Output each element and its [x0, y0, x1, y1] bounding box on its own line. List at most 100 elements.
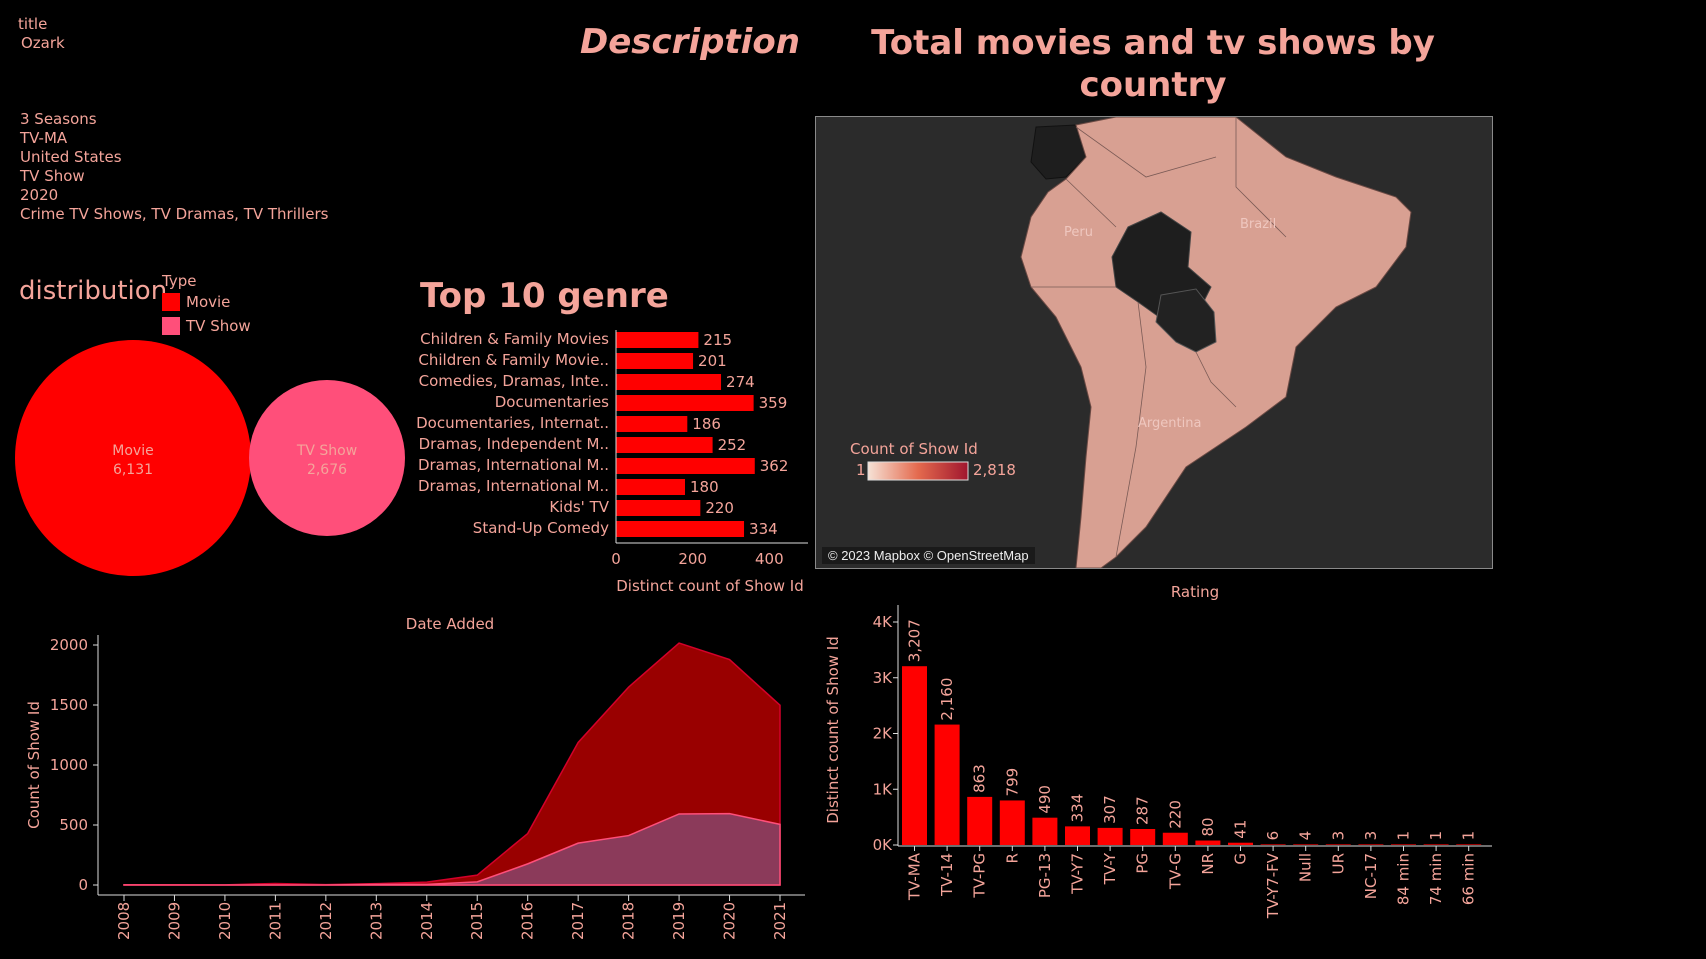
- rating-bar[interactable]: [1456, 844, 1482, 845]
- date-x-tick: 2013: [367, 902, 385, 940]
- map-svg[interactable]: Peru Brazil Argentina Count of Show Id 1…: [816, 117, 1492, 568]
- title-label: title: [18, 15, 48, 33]
- date-chart-title: Date Added: [406, 615, 494, 633]
- description-details: 3 Seasons TV-MA United States TV Show 20…: [20, 110, 328, 224]
- rating-bar[interactable]: [1423, 844, 1449, 845]
- date-y-tick: 2000: [50, 636, 88, 654]
- legend-swatch: [162, 293, 180, 311]
- rating-x-tick: PG-13: [1036, 853, 1054, 898]
- genre-category-label: Documentaries: [495, 393, 609, 411]
- rating-bar[interactable]: [1228, 842, 1253, 845]
- rating-value-label: 2,160: [938, 678, 956, 721]
- rating-x-tick: TV-Y7: [1069, 853, 1087, 895]
- genre-value-label: 274: [726, 373, 755, 391]
- legend-item-movie[interactable]: Movie: [162, 293, 251, 311]
- map-attribution[interactable]: © 2023 Mapbox © OpenStreetMap: [822, 547, 1035, 564]
- bubble-label: Movie: [112, 443, 153, 459]
- date-x-tick: 2017: [569, 902, 587, 940]
- genre-bar[interactable]: [616, 416, 688, 432]
- rating-bar[interactable]: [902, 666, 927, 845]
- genre-bar[interactable]: [616, 374, 722, 390]
- bubble-value: 6,131: [113, 462, 153, 478]
- rating-value-label: 1: [1460, 831, 1478, 841]
- title-value: Ozark: [21, 34, 65, 52]
- detail-line: 3 Seasons: [20, 110, 97, 128]
- genre-bar[interactable]: [616, 395, 754, 411]
- rating-x-tick: G: [1232, 853, 1250, 865]
- rating-x-tick: 84 min: [1395, 853, 1413, 905]
- genre-value-label: 252: [718, 436, 747, 454]
- detail-line: United States: [20, 148, 122, 166]
- rating-value-label: 3: [1362, 831, 1380, 841]
- bubble-movie[interactable]: [15, 340, 251, 576]
- distribution-title: distribution: [19, 276, 168, 306]
- rating-bar[interactable]: [1358, 844, 1384, 845]
- genre-value-label: 201: [698, 352, 727, 370]
- rating-bar[interactable]: [999, 800, 1025, 845]
- rating-bar-chart: Rating Distinct count of Show Id 0K 1K 2K 3K 4…: [824, 583, 1492, 919]
- legend-item-tvshow[interactable]: TV Show: [162, 317, 251, 335]
- genre-bar[interactable]: [616, 332, 699, 348]
- rating-bar[interactable]: [1162, 832, 1188, 845]
- genre-category-label: Dramas, International M..: [418, 456, 609, 474]
- bubble-tvshow[interactable]: [249, 380, 405, 536]
- genre-category-label: Stand-Up Comedy: [473, 519, 609, 537]
- bubble-chart: Movie 6,131 TV Show 2,676: [15, 340, 405, 576]
- date-y-tick: 500: [59, 816, 88, 834]
- rating-y-tick: 4K: [873, 613, 894, 631]
- description-panel: title Ozark: [18, 15, 65, 53]
- date-area-chart: Date Added Count of Show Id 0 500 1000 1500 20…: [25, 615, 805, 940]
- type-legend: Type Movie TV Show: [162, 272, 251, 335]
- date-x-tick: 2012: [317, 902, 335, 940]
- country-borders: [1031, 117, 1287, 558]
- rating-bar[interactable]: [967, 796, 993, 845]
- genre-category-label: Dramas, International M..: [418, 477, 609, 495]
- rating-value-label: 80: [1199, 817, 1217, 836]
- genre-bar[interactable]: [616, 437, 713, 453]
- rating-bar[interactable]: [1130, 828, 1156, 845]
- genre-bar[interactable]: [616, 353, 694, 369]
- rating-bar[interactable]: [1391, 844, 1416, 845]
- map-legend-max: 2,818: [973, 461, 1016, 479]
- genre-bar[interactable]: [616, 500, 701, 516]
- rating-bar[interactable]: [1260, 844, 1286, 845]
- rating-bar[interactable]: [1195, 840, 1221, 845]
- date-x-tick: 2009: [165, 902, 183, 940]
- country-map[interactable]: Peru Brazil Argentina Count of Show Id 1…: [815, 116, 1493, 569]
- genre-category-label: Children & Family Movie..: [418, 351, 609, 369]
- date-y-tick: 1000: [50, 756, 88, 774]
- map-legend-title: Count of Show Id: [850, 440, 978, 458]
- genre-x-tick: 0: [611, 550, 621, 568]
- rating-bar[interactable]: [934, 724, 960, 845]
- country-paraguay[interactable]: [1155, 288, 1217, 353]
- genre-bar[interactable]: [616, 479, 685, 495]
- genre-x-axis-label: Distinct count of Show Id: [616, 577, 804, 595]
- rating-bar[interactable]: [1325, 844, 1351, 845]
- rating-bar[interactable]: [1065, 826, 1090, 845]
- rating-bar[interactable]: [1097, 827, 1123, 845]
- genre-value-label: 180: [690, 478, 719, 496]
- rating-y-tick: 3K: [873, 669, 894, 687]
- genre-bar[interactable]: [616, 458, 755, 474]
- date-x-tick: 2020: [721, 902, 739, 940]
- rating-x-tick: TV-Y7-FV: [1264, 852, 1282, 919]
- genre-bar[interactable]: [616, 521, 745, 537]
- genre-category-label: Documentaries, Internat..: [416, 414, 609, 432]
- rating-y-tick: 0K: [873, 836, 894, 854]
- rating-x-tick: TV-PG: [971, 853, 989, 899]
- date-x-tick: 2015: [468, 902, 486, 940]
- rating-value-label: 334: [1069, 794, 1087, 823]
- map-label-peru: Peru: [1064, 225, 1093, 240]
- rating-x-tick: 74 min: [1427, 853, 1445, 905]
- bubble-value: 2,676: [307, 462, 347, 478]
- date-y-tick: 1500: [50, 696, 88, 714]
- map-label-brazil: Brazil: [1240, 217, 1276, 232]
- genre-category-label: Comedies, Dramas, Inte..: [419, 372, 609, 390]
- detail-line: Crime TV Shows, TV Dramas, TV Thrillers: [20, 205, 329, 223]
- rating-bar[interactable]: [1293, 844, 1319, 845]
- area-tvshow[interactable]: [123, 812, 781, 886]
- rating-x-tick: TV-14: [938, 853, 956, 897]
- date-x-tick: 2016: [519, 902, 537, 940]
- rating-bar[interactable]: [1032, 817, 1058, 845]
- rating-value-label: 490: [1036, 785, 1054, 814]
